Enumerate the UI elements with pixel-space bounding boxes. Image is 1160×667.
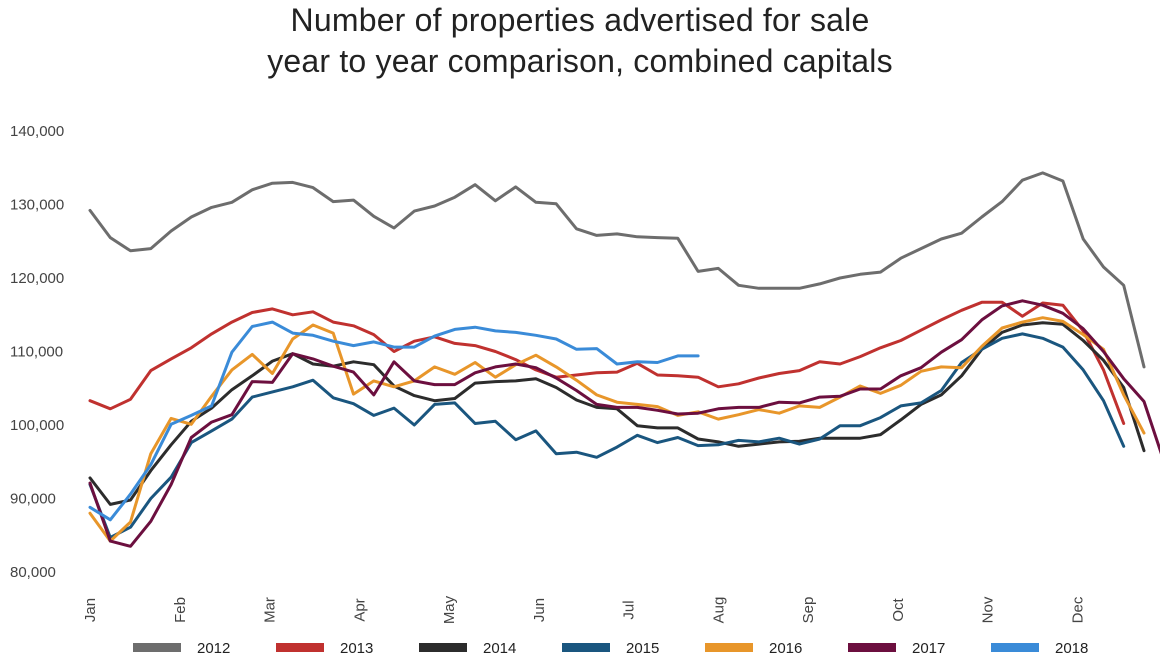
legend-swatch-2013: [276, 643, 324, 652]
y-tick-label: 140,000: [10, 123, 64, 140]
legend-swatch-2015: [562, 643, 610, 652]
legend-swatch-2017: [848, 643, 896, 652]
legend-swatch-2018: [991, 643, 1039, 652]
chart-title: Number of properties advertised for sale…: [0, 0, 1160, 82]
x-tick-label-aug: Aug: [710, 597, 727, 624]
legend: 2012 2013 2014 2015 2016 2017 2018: [133, 640, 1088, 657]
legend-swatch-2016: [705, 643, 753, 652]
series-line-2017: [88, 299, 1160, 548]
chart-title-line-2: year to year comparison, combined capita…: [267, 43, 893, 79]
x-tick-label-apr: Apr: [351, 598, 368, 621]
legend-swatch-2012: [133, 643, 181, 652]
series-line-2015: [88, 332, 1126, 539]
series-line-2014: [88, 321, 1146, 506]
series-line-2012: [88, 171, 1146, 369]
legend-label-2017: 2017: [912, 640, 945, 657]
x-tick-label-mar: Mar: [262, 597, 279, 623]
x-tick-label-nov: Nov: [980, 596, 997, 623]
x-tick-label-jun: Jun: [531, 598, 548, 622]
y-axis: 80,000 90,000 100,000 110,000 120,000 130,000…: [10, 123, 64, 581]
y-tick-label: 120,000: [10, 270, 64, 287]
x-axis: Jan Feb Mar Apr May Jun Jul Aug Sep Oct Nov Dec: [82, 595, 1086, 624]
x-tick-label-oct: Oct: [890, 598, 907, 622]
y-tick-label: 130,000: [10, 197, 64, 214]
y-tick-label: 100,000: [10, 417, 64, 434]
legend-swatch-2014: [419, 643, 467, 652]
x-tick-label-sep: Sep: [800, 597, 817, 624]
legend-label-2016: 2016: [769, 640, 802, 657]
series-line-2018: [88, 320, 700, 522]
plot-lines: [88, 171, 1160, 548]
x-tick-label-feb: Feb: [172, 597, 189, 623]
series-line-2016: [88, 316, 1146, 543]
chart-title-line-1: Number of properties advertised for sale: [290, 2, 870, 38]
x-tick-label-dec: Dec: [1069, 596, 1086, 623]
legend-label-2013: 2013: [340, 640, 373, 657]
y-tick-label: 110,000: [10, 344, 63, 361]
series-line-2013: [88, 300, 1126, 425]
y-tick-label: 90,000: [10, 491, 56, 508]
x-tick-label-may: May: [441, 595, 458, 624]
legend-label-2014: 2014: [483, 640, 516, 657]
legend-label-2012: 2012: [197, 640, 230, 657]
x-tick-label-jan: Jan: [82, 598, 99, 622]
legend-label-2018: 2018: [1055, 640, 1088, 657]
x-tick-label-jul: Jul: [621, 600, 638, 619]
y-tick-label: 80,000: [10, 564, 56, 581]
legend-label-2015: 2015: [626, 640, 659, 657]
